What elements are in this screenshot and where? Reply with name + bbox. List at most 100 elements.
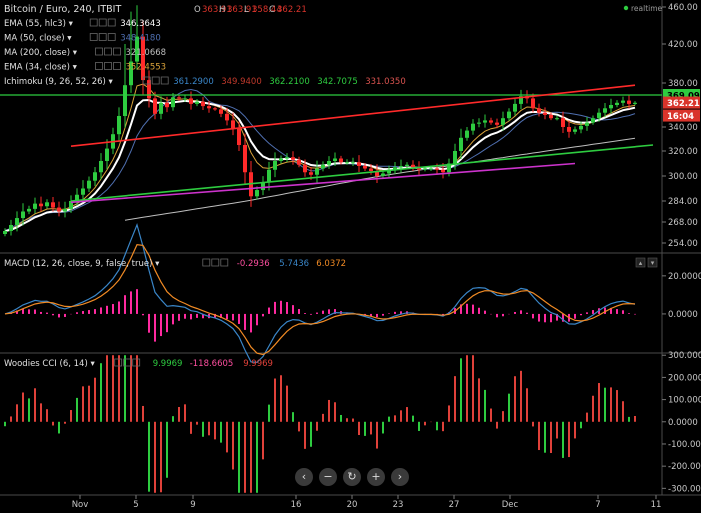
cci-control-icon[interactable]: [132, 358, 141, 367]
trendline[interactable]: [70, 84, 636, 147]
macd-control-icon[interactable]: [220, 258, 229, 267]
ohlc-label: C: [269, 5, 275, 15]
candle-body: [621, 100, 625, 103]
ohlc-label: O: [194, 5, 201, 15]
indicator-control-icon[interactable]: [160, 76, 169, 85]
candle-body: [33, 203, 37, 209]
candle-body: [465, 130, 469, 138]
candle-body: [99, 161, 103, 173]
candle-body: [303, 164, 307, 173]
candle-body: [285, 157, 289, 159]
cci-value: -118.6605: [190, 359, 234, 369]
macd-tick-label: 20.0000: [668, 272, 701, 282]
candle-body: [135, 36, 139, 62]
scroll-left-button[interactable]: ‹: [295, 468, 313, 486]
indicator-control-icon[interactable]: [113, 47, 121, 56]
indicator-control-icon[interactable]: [98, 33, 107, 41]
cci-tick-label: -100.0000: [668, 440, 701, 450]
candle-body: [117, 116, 121, 135]
indicator-label: MA (50, close) ▾: [4, 34, 72, 44]
candle-body: [345, 162, 349, 164]
candle-body: [549, 114, 553, 119]
indicator-value: 342.7075: [317, 77, 358, 87]
cci-value: 9.9969: [243, 359, 273, 369]
candle-body: [195, 101, 199, 104]
price-tick-label: 254.00: [668, 239, 698, 249]
indicator-control-icon[interactable]: [95, 62, 103, 70]
candle-body: [417, 167, 421, 170]
indicator-control-icon[interactable]: [95, 47, 103, 56]
indicator-control-icon[interactable]: [107, 33, 116, 41]
candle-body: [387, 169, 391, 174]
candle-body: [63, 208, 67, 212]
candle-body: [165, 102, 169, 108]
ohlc-value: 363.91: [227, 5, 257, 15]
candle-body: [435, 168, 439, 170]
ohlc-value: 362.21: [277, 5, 307, 15]
candle-body: [327, 161, 331, 165]
trendline[interactable]: [70, 144, 654, 202]
macd-value: -0.2936: [237, 259, 270, 269]
scroll-right-button[interactable]: ›: [391, 468, 409, 486]
candle-body: [189, 98, 193, 104]
candle-body: [81, 188, 85, 195]
candle-body: [585, 122, 589, 126]
time-tick-label: 11: [651, 500, 662, 510]
indicator-value: 362.2100: [269, 77, 310, 87]
time-tick-label: 23: [393, 500, 404, 510]
candle-body: [411, 164, 415, 168]
time-tick-label: Dec: [502, 500, 519, 510]
reset-view-button[interactable]: ↻: [343, 468, 361, 486]
pane-arrow-icon: ▾: [651, 259, 655, 267]
candle-body: [201, 101, 205, 107]
candle-body: [477, 122, 481, 124]
cci-control-icon[interactable]: [114, 358, 123, 367]
indicator-control-icon[interactable]: [113, 62, 121, 70]
candle-body: [423, 168, 427, 170]
indicator-label: EMA (55, hlc3) ▾: [4, 19, 74, 29]
pane-arrow-button[interactable]: [635, 257, 646, 268]
pane-arrow-button[interactable]: [647, 257, 658, 268]
indicator-label: MA (200, close) ▾: [4, 48, 78, 58]
zoom-in-button[interactable]: +: [367, 468, 385, 486]
trendline[interactable]: [70, 162, 576, 204]
candle-body: [363, 166, 367, 169]
price-badge: [663, 109, 700, 122]
candle-body: [159, 102, 163, 114]
time-tick-label: 9: [190, 500, 195, 510]
candle-body: [405, 164, 409, 166]
candle-body: [51, 202, 55, 208]
price-badge-label: 16:04: [667, 112, 694, 122]
indicator-control-icon[interactable]: [107, 18, 116, 27]
candle-body: [93, 172, 97, 181]
indicator-control-icon[interactable]: [89, 18, 98, 27]
candle-body: [375, 171, 379, 176]
macd-line: [4, 223, 636, 363]
candle-body: [333, 158, 337, 161]
macd-signal-line: [4, 244, 636, 356]
indicator-control-icon[interactable]: [151, 76, 160, 85]
ma50-line: [4, 88, 636, 232]
candle-body: [633, 102, 637, 104]
candle-body: [261, 182, 265, 191]
macd-control-icon[interactable]: [202, 258, 211, 267]
candle-body: [255, 190, 259, 197]
indicator-value: 361.2900: [173, 77, 214, 87]
zoom-out-button[interactable]: −: [319, 468, 337, 486]
candle-body: [351, 162, 355, 164]
price-tick-label: 460.00: [668, 3, 698, 13]
candle-body: [69, 201, 73, 209]
indicator-control-icon[interactable]: [98, 18, 107, 27]
indicator-control-icon[interactable]: [104, 47, 112, 56]
candle-body: [279, 158, 283, 161]
candle-body: [177, 97, 181, 99]
cci-control-icon[interactable]: [123, 358, 132, 367]
candle-body: [21, 211, 25, 219]
indicator-control-icon[interactable]: [142, 76, 151, 85]
macd-control-icon[interactable]: [211, 258, 220, 267]
realtime-dot-icon: [623, 5, 629, 11]
candle-body: [171, 97, 175, 108]
indicator-control-icon[interactable]: [89, 33, 98, 41]
indicator-control-icon[interactable]: [104, 62, 112, 70]
